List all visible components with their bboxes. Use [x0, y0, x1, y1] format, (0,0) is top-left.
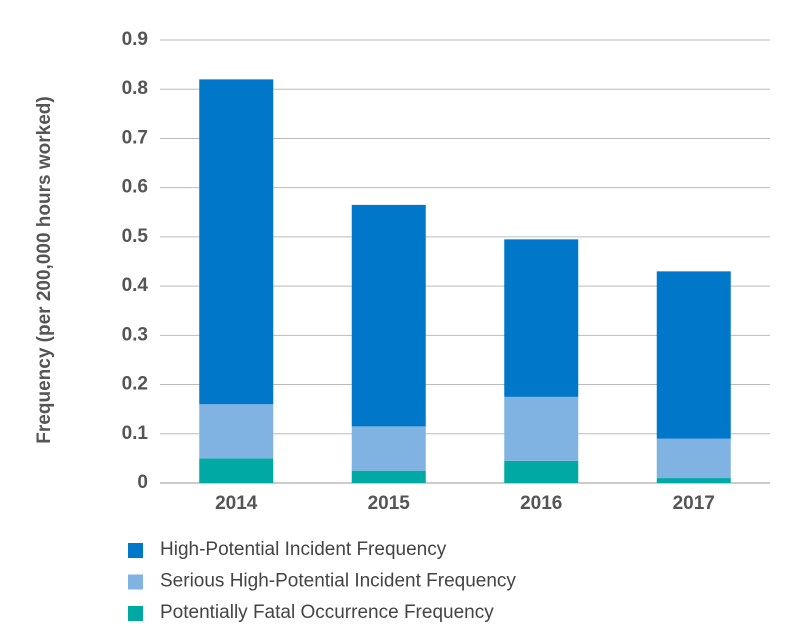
x-tick-label: 2015 [368, 493, 411, 514]
bar-segment [199, 79, 274, 405]
bar-segment [656, 478, 731, 483]
y-axis-label: Frequency (per 200,000 hours worked) [34, 96, 55, 443]
bar-segment [199, 404, 274, 459]
legend-swatch [128, 543, 143, 558]
y-tick-label: 0.1 [122, 423, 149, 444]
legend-swatch [128, 574, 143, 590]
bar-segment [504, 239, 579, 397]
y-tick-label: 0.4 [122, 275, 149, 296]
y-tick-label: 0.8 [122, 78, 148, 99]
y-tick-label: 0.7 [122, 127, 148, 148]
legend-swatch [128, 606, 143, 621]
bar-segment [504, 396, 579, 461]
bar-segment [656, 271, 731, 439]
bar-segment [351, 204, 426, 427]
legend-label: Serious High-Potential Incident Frequenc… [160, 571, 516, 592]
y-tick-label: 0.9 [122, 29, 148, 50]
bar-segment [504, 460, 579, 483]
bar-segment [656, 438, 731, 479]
bar-segment [351, 426, 426, 471]
y-tick-label: 0 [137, 472, 148, 493]
y-tick-label: 0.6 [122, 177, 148, 198]
x-tick-label: 2014 [215, 493, 258, 514]
y-tick-label: 0.3 [122, 324, 148, 345]
y-tick-label: 0.2 [122, 374, 148, 395]
legend-label: High-Potential Incident Frequency [160, 539, 447, 560]
bar-segment [351, 470, 426, 483]
bar-segment [199, 458, 274, 483]
y-tick-label: 0.5 [122, 226, 149, 247]
x-tick-label: 2017 [673, 493, 715, 514]
x-tick-label: 2016 [520, 493, 562, 514]
legend-label: Potentially Fatal Occurrence Frequency [160, 602, 494, 623]
